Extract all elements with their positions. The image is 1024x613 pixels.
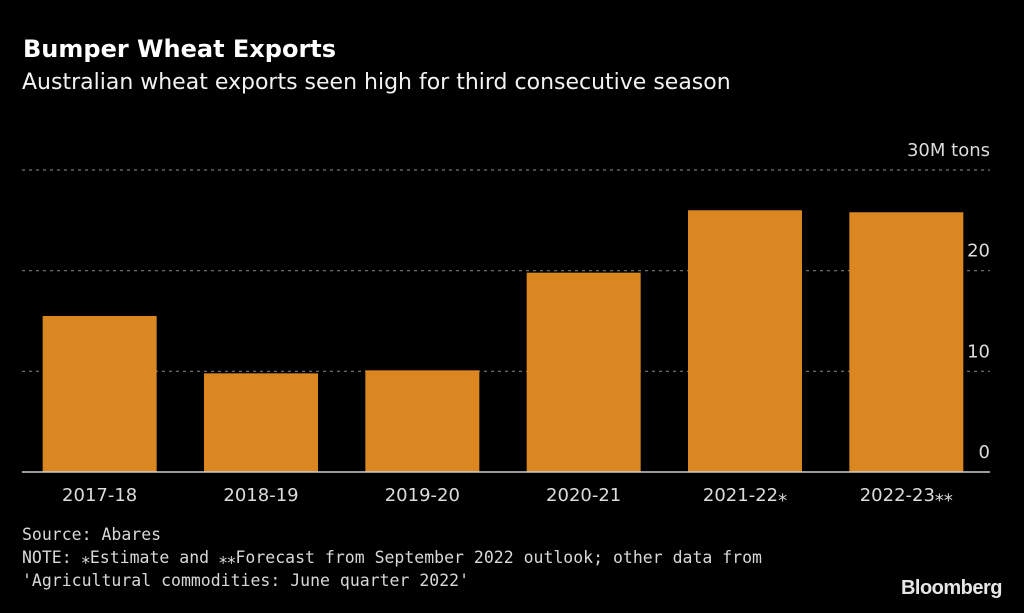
chart-title: Bumper Wheat Exports	[23, 35, 337, 63]
y-tick-label-10: 10	[967, 341, 990, 362]
bar-2020-21	[526, 272, 641, 472]
y-tick-label-0: 0	[979, 442, 990, 463]
y-tick-label-30: 30M tons	[907, 140, 990, 161]
x-tick-label-2018-19: 2018-19	[223, 485, 298, 506]
bar-2021-22	[688, 210, 802, 472]
x-tick-label-2017-18: 2017-18	[62, 485, 137, 506]
footnote-line-2: 'Agricultural commodities: June quarter …	[22, 571, 470, 590]
footnote-line-1: NOTE: ⁎Estimate and ⁎⁎Forecast from Sept…	[22, 548, 762, 567]
y-tick-label-20: 20	[967, 241, 990, 262]
x-tick-label-2021-22: 2021-22⁎	[703, 485, 787, 506]
bar-2017-18	[42, 315, 157, 472]
x-tick-label-2022-23: 2022-23⁎⁎	[860, 485, 953, 506]
chart-subtitle: Australian wheat exports seen high for t…	[22, 70, 731, 95]
x-tick-label-2020-21: 2020-21	[546, 485, 621, 506]
bloomberg-logo: Bloomberg	[900, 577, 1003, 599]
bar-2022-23	[849, 212, 964, 472]
source-note: Source: Abares	[22, 525, 162, 544]
bar-2019-20	[365, 370, 480, 472]
bar-2018-19	[204, 373, 318, 472]
x-tick-label-2019-20: 2019-20	[385, 485, 460, 506]
